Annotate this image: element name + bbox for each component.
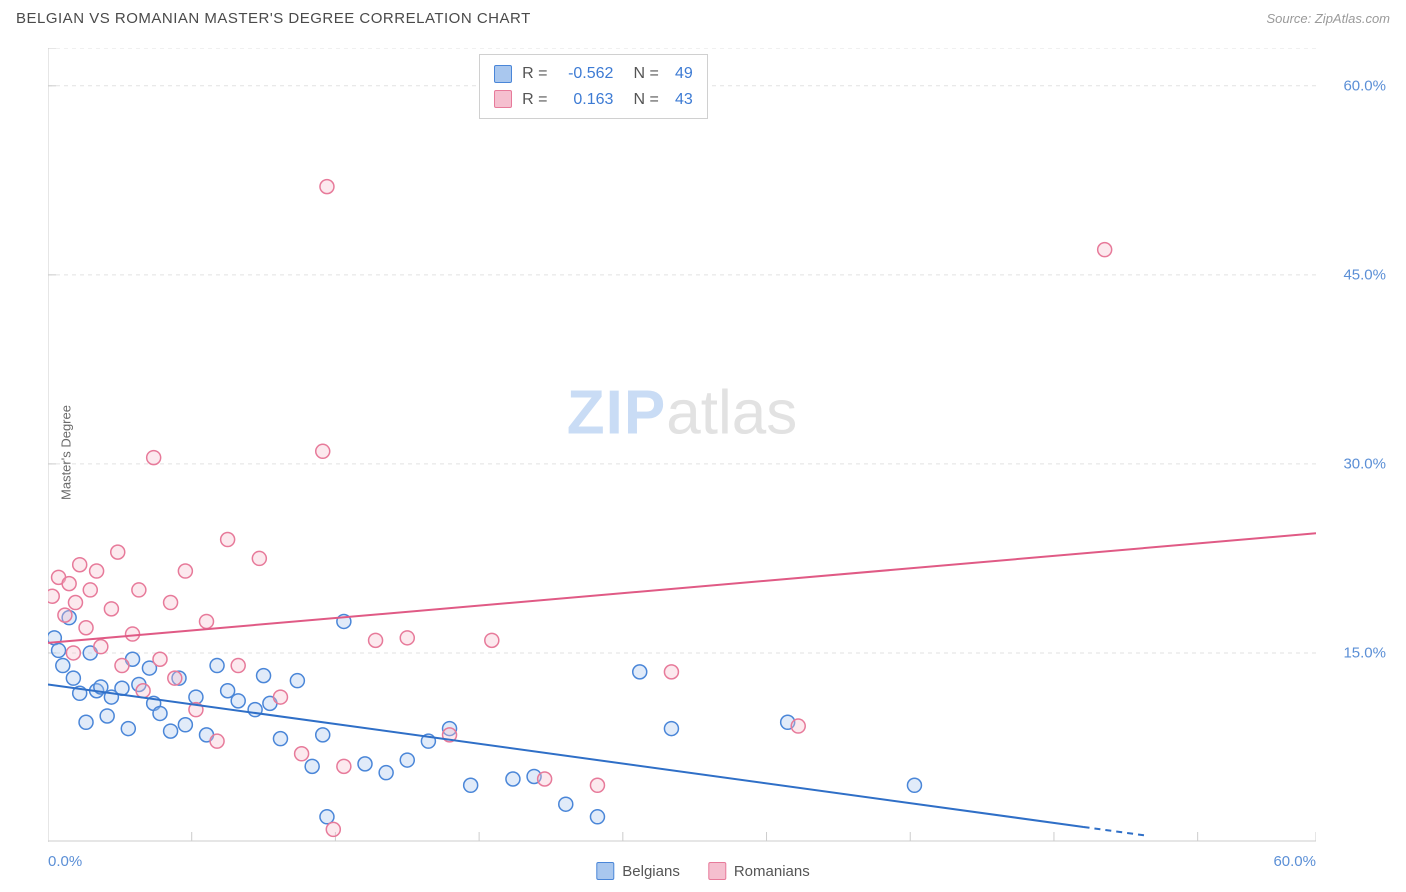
legend-swatch [708, 862, 726, 880]
x-tick-label: 0.0% [48, 853, 82, 870]
source-label: Source: ZipAtlas.com [1266, 11, 1390, 26]
chart-title: BELGIAN VS ROMANIAN MASTER'S DEGREE CORR… [16, 10, 531, 27]
stats-row: R = -0.562 N = 49 [494, 61, 693, 87]
legend-label: Romanians [734, 863, 810, 880]
n-label: N = [633, 87, 658, 113]
y-tick-label: 60.0% [1343, 77, 1386, 94]
legend-item: Belgians [596, 862, 680, 880]
r-label: R = [522, 87, 547, 113]
legend-label: Belgians [622, 863, 680, 880]
bottom-legend: Belgians Romanians [596, 862, 809, 880]
n-label: N = [633, 61, 658, 87]
chart-area: Master's Degree ZIPatlas R = -0.562 N = … [48, 48, 1316, 842]
legend-swatch [494, 90, 512, 108]
stats-row: R = 0.163 N = 43 [494, 87, 693, 113]
r-value: 0.163 [557, 87, 613, 113]
n-value: 43 [669, 87, 693, 113]
legend-swatch [596, 862, 614, 880]
r-value: -0.562 [557, 61, 613, 87]
y-tick-label: 30.0% [1343, 455, 1386, 472]
n-value: 49 [669, 61, 693, 87]
scatter-plot [48, 48, 1316, 842]
stats-legend-box: R = -0.562 N = 49 R = 0.163 N = 43 [479, 54, 708, 119]
y-tick-label: 15.0% [1343, 644, 1386, 661]
legend-swatch [494, 65, 512, 83]
y-tick-label: 45.0% [1343, 266, 1386, 283]
x-tick-label: 60.0% [1273, 853, 1316, 870]
r-label: R = [522, 61, 547, 87]
y-axis-label: Master's Degree [59, 405, 74, 500]
legend-item: Romanians [708, 862, 810, 880]
